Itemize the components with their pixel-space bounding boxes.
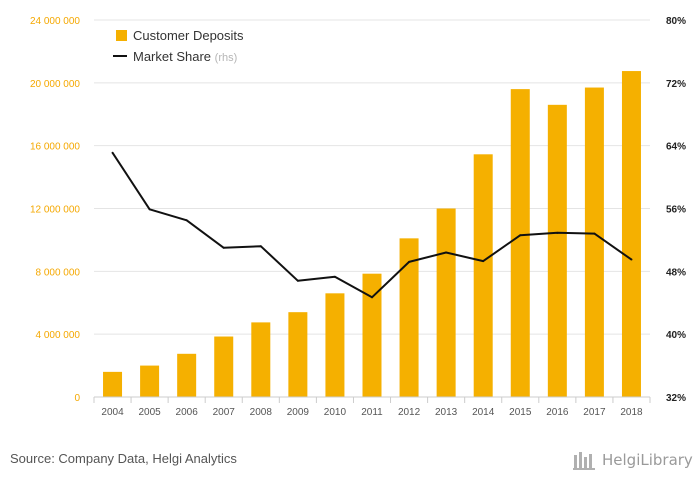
- point-market-share: [445, 251, 448, 254]
- bar-customer-deposits: [584, 87, 604, 397]
- x-tick-label: 2011: [361, 407, 383, 418]
- right-tick-label: 32%: [666, 393, 686, 404]
- point-market-share: [593, 232, 596, 235]
- point-market-share: [630, 258, 633, 261]
- brand-logo: HelgiLibrary: [572, 447, 693, 473]
- left-tick-label: 0: [74, 393, 80, 404]
- bar-customer-deposits: [140, 365, 160, 397]
- legend-swatch-deposits: [116, 30, 127, 41]
- point-market-share: [148, 208, 151, 211]
- bar-customer-deposits: [510, 89, 530, 397]
- x-tick-label: 2017: [583, 407, 606, 418]
- point-market-share: [482, 260, 485, 263]
- left-tick-label: 16 000 000: [30, 142, 80, 153]
- x-tick-label: 2006: [176, 407, 199, 418]
- left-tick-label: 8 000 000: [36, 267, 81, 278]
- x-tick-label: 2016: [546, 407, 569, 418]
- x-tick-label: 2012: [398, 407, 421, 418]
- point-market-share: [111, 151, 114, 154]
- bar-customer-deposits: [288, 312, 308, 397]
- right-tick-label: 72%: [666, 79, 686, 90]
- right-tick-label: 64%: [666, 142, 686, 153]
- x-axis-ticks: 2004 2005 2006 2007 2008 2009 2010 2011 2012 2013…: [93, 396, 651, 418]
- point-market-share: [519, 234, 522, 237]
- bar-customer-deposits: [362, 273, 382, 397]
- library-icon: [573, 452, 595, 470]
- bar-customer-deposits: [399, 238, 419, 397]
- deposit-bars: [103, 71, 641, 397]
- gridlines: [94, 19, 650, 398]
- brand-name: HelgiLibrary: [602, 451, 693, 469]
- point-market-share: [185, 219, 188, 222]
- bar-customer-deposits: [436, 208, 456, 397]
- x-tick-label: 2015: [509, 407, 532, 418]
- x-tick-label: 2008: [250, 407, 273, 418]
- x-tick-label: 2007: [213, 407, 236, 418]
- point-market-share: [371, 296, 373, 299]
- market-share-line: [111, 151, 633, 299]
- x-tick-label: 2014: [472, 407, 495, 418]
- x-tick-label: 2013: [435, 407, 458, 418]
- bar-customer-deposits: [547, 104, 567, 397]
- bar-customer-deposits: [251, 322, 271, 397]
- bar-customer-deposits: [325, 293, 345, 397]
- combo-chart: 0 4 000 000 8 000 000 12 000 000 16 000 000 2…: [30, 16, 686, 418]
- right-tick-label: 80%: [666, 16, 686, 27]
- right-tick-label: 48%: [666, 267, 686, 278]
- bar-customer-deposits: [103, 371, 123, 397]
- x-tick-label: 2004: [101, 407, 124, 418]
- right-axis-ticks: 32% 40% 48% 56% 64% 72% 80%: [666, 16, 686, 404]
- left-tick-label: 20 000 000: [30, 79, 80, 90]
- left-tick-label: 24 000 000: [30, 16, 80, 27]
- left-tick-label: 4 000 000: [36, 330, 81, 341]
- x-tick-label: 2005: [138, 407, 161, 418]
- x-tick-label: 2018: [620, 407, 643, 418]
- bar-customer-deposits: [621, 71, 641, 397]
- point-market-share: [222, 246, 225, 249]
- bar-customer-deposits: [214, 336, 234, 397]
- bar-customer-deposits: [177, 353, 197, 397]
- legend: Customer Deposits Market Share (rhs): [113, 28, 244, 64]
- right-tick-label: 56%: [666, 205, 686, 216]
- bar-customer-deposits: [473, 154, 493, 397]
- point-market-share: [259, 245, 262, 248]
- point-market-share: [556, 231, 559, 234]
- point-market-share: [333, 275, 336, 278]
- legend-share-name: Market Share: [133, 49, 211, 64]
- left-tick-label: 12 000 000: [30, 205, 80, 216]
- left-axis-ticks: 0 4 000 000 8 000 000 12 000 000 16 000 000 2…: [30, 16, 81, 404]
- legend-label-deposits: Customer Deposits: [133, 28, 244, 43]
- x-tick-label: 2009: [287, 407, 310, 418]
- point-market-share: [408, 260, 411, 263]
- right-tick-label: 40%: [666, 330, 686, 341]
- x-tick-label: 2010: [324, 407, 347, 418]
- legend-label-share: Market Share (rhs): [133, 49, 237, 64]
- legend-share-suffix: (rhs): [215, 52, 238, 64]
- point-market-share: [296, 279, 299, 282]
- source-note: Source: Company Data, Helgi Analytics: [10, 451, 237, 466]
